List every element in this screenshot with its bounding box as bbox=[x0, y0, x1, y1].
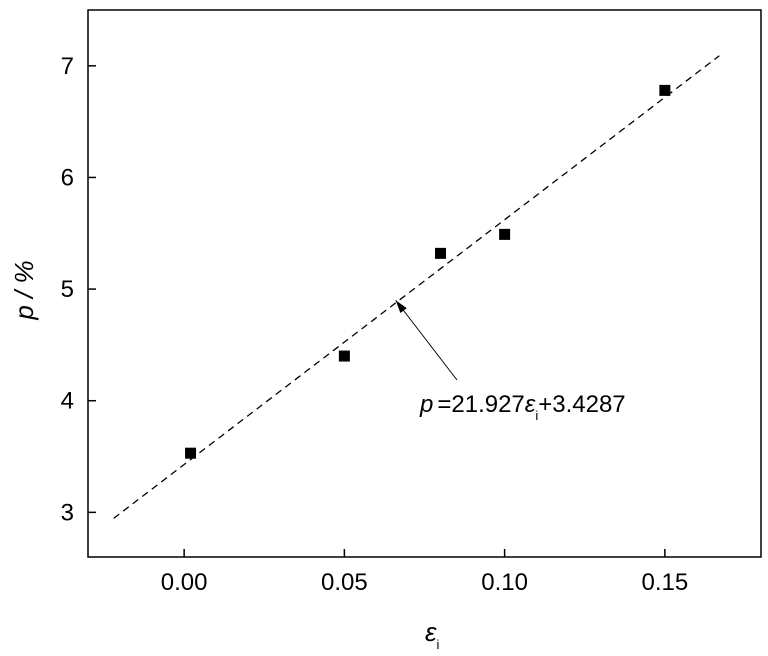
y-tick-label: 6 bbox=[61, 164, 74, 191]
y-tick-label: 3 bbox=[61, 499, 74, 526]
annotation-arrow bbox=[395, 299, 458, 381]
y-axis-title: p / % bbox=[9, 260, 39, 320]
y-tick-label: 5 bbox=[61, 276, 74, 303]
tick-labels: 0.00 0.05 0.10 0.15 3 4 5 6 7 bbox=[61, 53, 689, 596]
x-tick-label: 0.10 bbox=[481, 569, 528, 596]
plot-frame bbox=[87, 9, 762, 558]
x-axis-title: εi bbox=[425, 617, 439, 652]
data-points bbox=[185, 84, 671, 459]
fit-line bbox=[113, 55, 720, 519]
annotation-arrowhead bbox=[395, 300, 407, 313]
data-point bbox=[435, 247, 447, 259]
data-point bbox=[659, 84, 671, 96]
y-tick-label: 7 bbox=[61, 53, 74, 80]
x-tick-label: 0.00 bbox=[161, 569, 208, 596]
data-point bbox=[338, 350, 350, 362]
x-tick-label: 0.05 bbox=[321, 569, 368, 596]
data-point bbox=[185, 447, 197, 459]
y-tick-label: 4 bbox=[61, 388, 74, 415]
fit-equation-annotation: p =21.927εi+3.4287 bbox=[419, 391, 626, 423]
ticks bbox=[88, 65, 666, 557]
x-tick-label: 0.15 bbox=[641, 569, 688, 596]
data-point bbox=[499, 228, 511, 240]
